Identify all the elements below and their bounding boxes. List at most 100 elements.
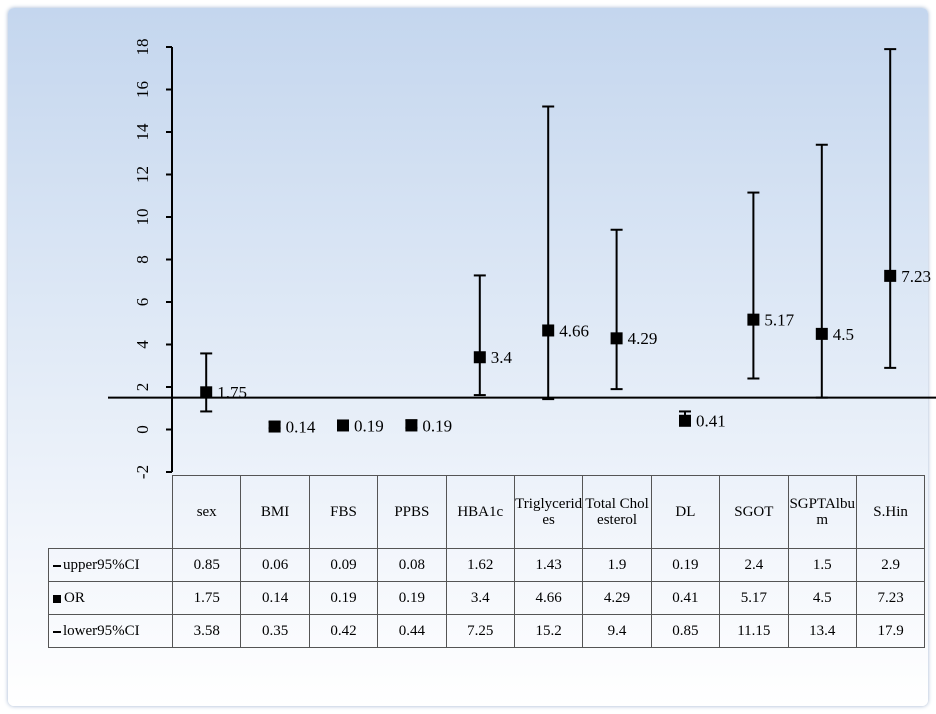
or-marker: [542, 324, 555, 337]
category-label: SGOT: [719, 475, 789, 549]
y-tick-label: 6: [133, 298, 152, 307]
table-value: 9.4: [582, 614, 652, 648]
y-tick-label: 0: [133, 425, 152, 434]
error-bar: [473, 274, 486, 397]
error-bar: [884, 48, 897, 369]
data-label: 0.41: [696, 412, 726, 431]
table-value: 0.85: [650, 614, 721, 648]
table-value: 0.44: [377, 614, 447, 648]
legend-key: [53, 564, 61, 567]
table-value: 7.25: [445, 614, 515, 648]
series-row: upper95%CI 0.85 0.06 0.09 0.08 1.62 1.43 1.9 0.1…: [48, 548, 926, 582]
y-tick-label: 18: [133, 39, 152, 56]
error-bar: [200, 352, 213, 413]
table-value: 1.62: [445, 548, 515, 582]
table-value: 0.85: [171, 548, 242, 582]
y-tick-label: 12: [133, 166, 152, 183]
data-label: 0.14: [286, 417, 316, 436]
error-bar: [815, 143, 828, 399]
or-marker: [200, 386, 213, 399]
table-value: 0.19: [650, 548, 721, 582]
table-value: 1.5: [787, 548, 857, 582]
legend-entry: OR: [48, 581, 173, 615]
table-value: 0.35: [240, 614, 310, 648]
or-marker: [337, 419, 349, 432]
category-label: Total Cholesterol: [582, 475, 652, 549]
or-marker: [405, 419, 418, 432]
table-value: 0.42: [308, 614, 379, 648]
table-value: 0.09: [308, 548, 379, 582]
category-label: Triglycerides: [513, 475, 584, 549]
table-value: 7.23: [855, 581, 926, 615]
series-row: lower95%CI 3.58 0.35 0.42 0.44 7.25 15.2 9.4 0.8…: [48, 614, 926, 648]
table-value: 5.17: [719, 581, 789, 615]
table-value: 0.08: [377, 548, 447, 582]
y-tick-label: 4: [133, 340, 152, 349]
legend-key: [53, 630, 61, 633]
data-label: 0.19: [354, 416, 384, 435]
category-label: HBA1c: [445, 475, 515, 549]
data-label: 7.23: [901, 267, 931, 286]
table-value: 15.2: [513, 614, 584, 648]
y-tick-label: 8: [133, 255, 152, 264]
table-value: 1.43: [513, 548, 584, 582]
table-value: 2.4: [719, 548, 789, 582]
category-label: PPBS: [377, 475, 447, 549]
data-label: 3.4: [491, 348, 513, 367]
legend-text: OR: [64, 590, 85, 606]
table-value: 0.19: [377, 581, 447, 615]
legend-text: upper95%CI: [63, 557, 140, 573]
category-label: S.Hin: [855, 475, 926, 549]
y-tick-label: 2: [133, 383, 152, 392]
data-label: 0.19: [422, 416, 452, 435]
or-marker: [473, 351, 486, 364]
error-bar: [747, 191, 760, 380]
table-value: 0.41: [650, 581, 721, 615]
data-label: 5.17: [764, 311, 794, 330]
or-marker: [815, 327, 828, 340]
error-bar: [610, 228, 623, 391]
legend-text: lower95%CI: [63, 623, 140, 639]
series-row: OR 1.75 0.14 0.19 0.19 3.4 4.66 4.29 0.41 5.17 4.5…: [48, 581, 926, 615]
category-label: FBS: [308, 475, 379, 549]
table-value: 0.14: [240, 581, 310, 615]
legend-entry: upper95%CI: [48, 548, 173, 582]
legend-key: [53, 594, 61, 603]
table-value: 11.15: [719, 614, 789, 648]
category-label: sex: [171, 475, 242, 549]
error-bar: [542, 105, 555, 401]
legend-entry: lower95%CI: [48, 614, 173, 648]
or-marker: [884, 269, 897, 282]
table-value: 0.06: [240, 548, 310, 582]
table-value: 4.5: [787, 581, 857, 615]
or-marker: [679, 414, 691, 427]
table-value: 3.58: [171, 614, 242, 648]
table-value: 0.19: [308, 581, 379, 615]
category-label: BMI: [240, 475, 310, 549]
or-marker: [610, 332, 623, 345]
y-tick-label: 10: [133, 209, 152, 226]
y-tick-label: 14: [133, 123, 152, 141]
table-value: 4.29: [582, 581, 652, 615]
header-row: sex BMI FBS PPBS HBA1c Triglycerides Total Cho…: [48, 475, 926, 549]
data-label: 4.5: [833, 325, 854, 344]
data-label: 1.75: [217, 383, 247, 402]
table-value: 1.75: [171, 581, 242, 615]
data-label: 4.29: [628, 329, 658, 348]
or-marker: [747, 313, 760, 326]
category-label: DL: [650, 475, 721, 549]
table-value: 13.4: [787, 614, 857, 648]
data-table: sex BMI FBS PPBS HBA1c Triglycerides Total Cho…: [48, 475, 926, 648]
y-tick-label: 16: [133, 81, 152, 98]
corner: [48, 475, 173, 549]
or-marker: [268, 420, 281, 433]
table-value: 3.4: [445, 581, 515, 615]
category-label: SGPTAlbum: [787, 475, 857, 549]
table-value: 17.9: [855, 614, 926, 648]
table-value: 4.66: [513, 581, 584, 615]
data-label: 4.66: [559, 321, 589, 340]
table-value: 2.9: [855, 548, 926, 582]
table-value: 1.9: [582, 548, 652, 582]
